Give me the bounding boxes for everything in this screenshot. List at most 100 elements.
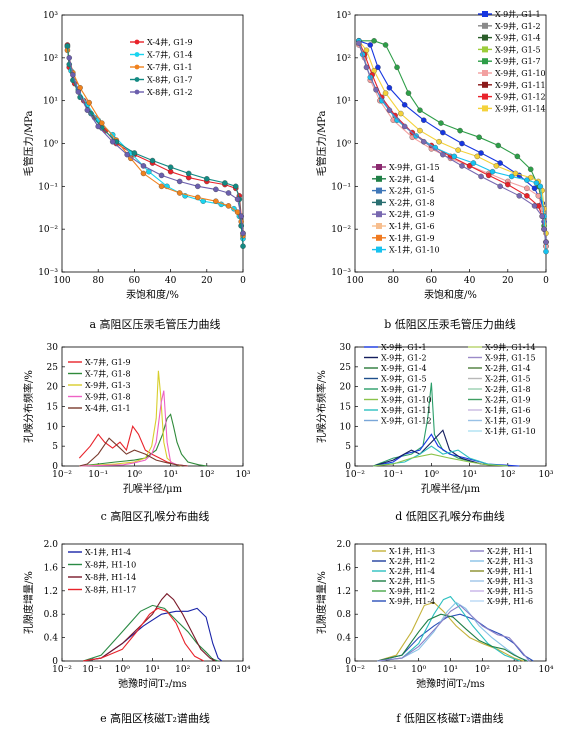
data-point [508,173,515,180]
data-point [66,55,72,61]
data-point [485,172,492,179]
data-point [373,86,379,93]
y-axis-label: 孔喉分布频率/% [315,370,328,443]
series-line [83,607,223,662]
y-tick-label: 20 [340,383,352,393]
data-point [386,107,393,113]
data-point [394,64,400,71]
data-point [95,123,101,130]
x-axis-label: 弛豫时间T₂/ms [416,677,485,690]
data-point [421,117,427,123]
chart-b: 100 80 60 40 20 0 10⁻³ 10⁻² 10⁻¹ 10⁰ 10¹ 10² 10³ 汞饱和度… [315,9,549,301]
data-point [537,183,544,190]
x-tick-label: 10⁰ [411,665,426,675]
data-point [459,140,465,147]
caption-b: b 低阻区压汞毛管压力曲线 [384,317,516,331]
y-tick-label: 10⁻¹ [331,182,351,192]
y-tick-label: 10⁰ [336,140,351,150]
legend-label: X-9井, G1-12 [495,92,546,102]
legend-label: X-2井, H1-5 [389,576,435,586]
data-point [204,176,210,182]
y-tick-label: 0.4 [44,634,59,644]
x-tick-label: 10² [500,470,515,480]
legend-marker [376,199,382,206]
caption-e: e 高阻区核磁T₂谱曲线 [100,711,210,725]
legend-label: X-9井, G1-5 [381,374,427,384]
data-point [531,203,538,209]
x-axis-label: 汞饱和度/% [126,288,179,301]
data-point [213,186,219,193]
legend-marker [134,77,140,82]
x-tick-label: 10⁰ [115,665,130,675]
series-line [68,57,244,234]
y-axis-label: 毛管压力/MPa [315,111,328,177]
legend-label: X-9井, G1-3 [85,380,131,390]
legend-marker [482,11,488,17]
y-tick-label: 10 [47,422,59,432]
y-tick-label: 10⁻³ [38,268,58,278]
x-tick-label: 0 [240,276,246,286]
data-point [514,153,521,160]
legend-marker [376,164,382,170]
data-point [238,213,244,220]
data-point [533,180,540,186]
data-point [64,43,71,49]
y-tick-label: 10⁻³ [331,268,351,278]
x-tick-label: 10¹ [462,470,477,480]
legend-marker [134,39,140,45]
x-tick-label: 10³ [235,470,250,480]
data-point [401,123,408,130]
x-tick-label: 10² [199,470,214,480]
legend-marker [376,246,382,253]
y-tick-label: 10¹ [336,97,351,107]
y-tick-label: 10¹ [43,97,58,107]
legend-label: X-1井, H1-3 [389,546,435,556]
legend-label: X-2井, G1-5 [485,374,531,384]
data-point [176,178,183,185]
data-point [436,138,442,145]
x-tick-label: 0 [543,276,549,286]
caption-d: d 低阻区孔喉分布曲线 [395,509,505,523]
data-point [527,174,534,181]
legend-marker [482,81,488,88]
data-point [213,198,219,204]
series-line [66,44,244,234]
data-point [225,203,232,209]
y-tick-label: 1.2 [44,587,58,597]
legend-label: X-2井, G1-8 [389,197,435,207]
data-point [493,163,500,169]
caption-f: f 低阻区核磁T₂谱曲线 [396,711,503,725]
data-point [131,150,138,156]
legend-label: X-2井, G1-5 [389,186,435,196]
series-line [66,50,244,236]
x-tick-label: 10³ [205,665,220,675]
data-point [222,180,228,186]
legend-label: X-8井, H1-17 [85,585,136,595]
data-point [497,160,503,166]
x-tick-label: 40 [165,276,177,286]
data-point [421,138,427,145]
legend-label: X-7井, G1-8 [85,369,131,379]
legend-label: X-9井, G1-1 [495,9,541,19]
data-point [543,248,549,255]
data-point [124,151,130,158]
series-line [372,382,508,467]
y-tick-label: 0.4 [337,634,352,644]
legend-label: X-2井, H1-4 [389,566,435,576]
x-tick-label: 100 [346,276,363,286]
legend-label: X-2井, H1-2 [389,556,435,566]
legend-label: X-9井, G1-15 [389,162,440,172]
y-axis-label: 孔喉分布频率/% [22,370,35,443]
data-point [495,142,501,149]
legend-label: X-9井, G1-8 [85,392,131,402]
x-axis-label: 汞饱和度/% [424,288,477,301]
y-tick-label: 1.2 [337,587,351,597]
legend-label: X-8井, G1-7 [147,75,193,85]
chart-e: 10⁻² 10⁻¹ 10⁰ 10¹ 10² 10³ 10⁴ 0 0.4 0.8 1.2 1.6 2.0 弛… [22,540,251,690]
legend-label: X-9井, G1-14 [495,103,546,113]
y-tick-label: 5 [52,442,58,452]
x-tick-label: 10³ [538,470,553,480]
y-tick-label: 30 [47,343,59,353]
series-line [83,592,216,662]
chart-c: 10⁻² 10⁻¹ 10⁰ 10¹ 10² 10³ 0 5 10 15 20 25 30 孔喉半径/μm 孔… [22,343,251,495]
